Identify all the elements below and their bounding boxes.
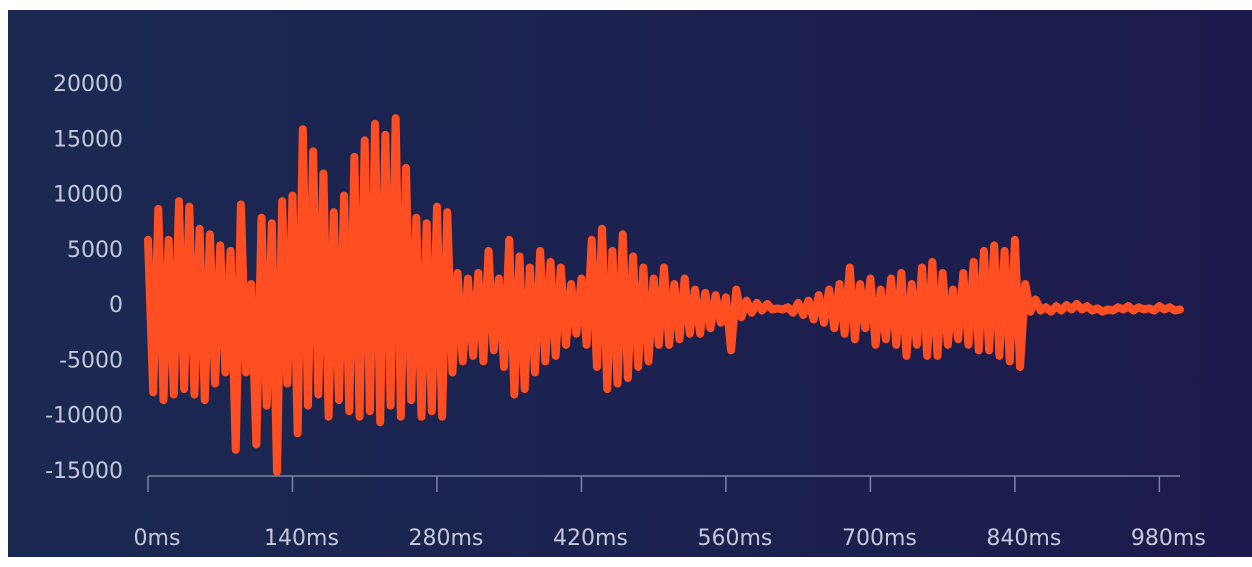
x-tick-label: 0ms	[134, 526, 181, 551]
waveform-line	[144, 114, 1184, 476]
y-tick-label: 20000	[53, 72, 123, 97]
x-tick-label: 560ms	[697, 526, 772, 551]
x-tick-label: 840ms	[986, 526, 1061, 551]
x-tick-label: 980ms	[1131, 526, 1206, 551]
x-tick-label: 420ms	[553, 526, 628, 551]
y-tick-label: 5000	[67, 238, 123, 263]
y-tick-label: 15000	[53, 127, 123, 152]
y-tick-label: -5000	[59, 348, 123, 373]
x-tick-label: 140ms	[264, 526, 339, 551]
y-tick-label: -10000	[45, 404, 123, 429]
y-tick-label: 10000	[53, 183, 123, 208]
x-tick-label: 700ms	[842, 526, 917, 551]
x-tick-label: 280ms	[409, 526, 484, 551]
y-tick-label: -15000	[45, 459, 123, 484]
y-tick-label: 0	[109, 293, 123, 318]
